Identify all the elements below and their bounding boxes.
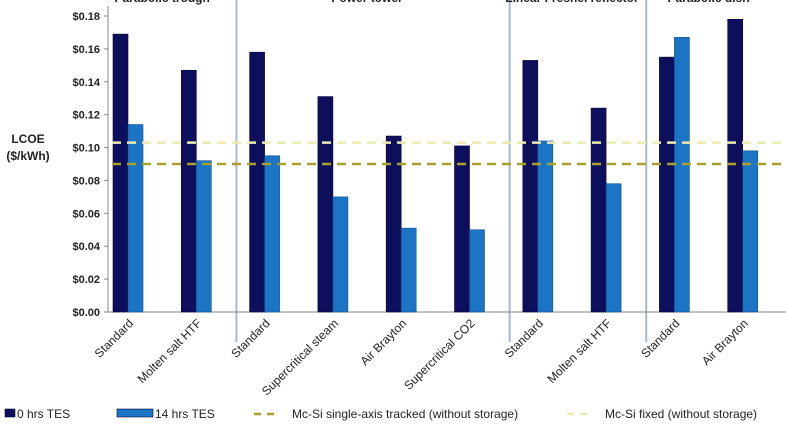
bar-14hrs: [674, 37, 690, 313]
bar-0hrs: [659, 56, 675, 313]
x-tick-label: Supercritical steam: [259, 316, 341, 398]
x-tick-label: Air Brayton: [357, 316, 409, 368]
bar-0hrs: [181, 69, 197, 313]
y-tick-label: $0.02: [72, 274, 100, 286]
bar-14hrs: [196, 160, 212, 313]
y-tick-label: $0.14: [72, 77, 100, 89]
y-tick-label: $0.12: [72, 110, 100, 122]
y-tick-label: $0.18: [72, 11, 100, 23]
y-tick-label: $0.10: [72, 143, 100, 155]
y-tick-label: $0.16: [72, 44, 100, 56]
bar-0hrs: [454, 145, 470, 313]
bar-14hrs: [469, 229, 485, 313]
x-tick-label: Air Brayton: [699, 316, 751, 368]
legend-label: Mc-Si single-axis tracked (without stora…: [292, 407, 518, 421]
y-tick-label: $0.08: [72, 175, 100, 187]
group-label: Power tower: [331, 0, 403, 5]
bar-14hrs: [605, 183, 622, 313]
bar-0hrs: [249, 51, 265, 313]
bar-0hrs: [317, 96, 334, 313]
x-tick-label: Standard: [638, 316, 682, 360]
bar-0hrs: [522, 60, 539, 313]
legend-label: 0 hrs TES: [17, 407, 70, 421]
bar-0hrs: [385, 135, 402, 313]
group-label: Parabolic dish: [668, 0, 750, 5]
bar-0hrs: [727, 18, 744, 313]
legend-label: 14 hrs TES: [155, 407, 215, 421]
legend-swatch: [4, 408, 16, 418]
x-tick-label: Standard: [228, 316, 272, 360]
x-tick-label: Molten salt HTF: [544, 316, 614, 386]
bar-0hrs: [590, 107, 607, 313]
y-axis-label-line1: LCOE: [11, 132, 44, 146]
y-axis-label-line2: ($/kWh): [6, 149, 49, 163]
bar-14hrs: [264, 155, 280, 313]
bar-14hrs: [332, 196, 349, 313]
bar-14hrs: [537, 140, 554, 313]
legend-swatch: [116, 408, 154, 418]
bar-14hrs: [127, 124, 144, 313]
y-tick-label: $0.06: [72, 208, 100, 220]
x-tick-label: Supercritical CO2: [401, 316, 478, 393]
y-tick-label: $0.00: [72, 307, 100, 319]
group-label: Linear Fresnel reflector: [505, 0, 639, 5]
x-tick-label: Standard: [502, 316, 546, 360]
bar-0hrs: [112, 33, 129, 313]
x-tick-label: Molten salt HTF: [135, 316, 205, 386]
legend-label: Mc-Si fixed (without storage): [605, 407, 757, 421]
bar-14hrs: [400, 227, 417, 313]
y-tick-label: $0.04: [72, 241, 100, 253]
bar-14hrs: [742, 150, 759, 313]
x-tick-label: Standard: [92, 316, 136, 360]
group-label: Parabolic trough: [114, 0, 209, 5]
